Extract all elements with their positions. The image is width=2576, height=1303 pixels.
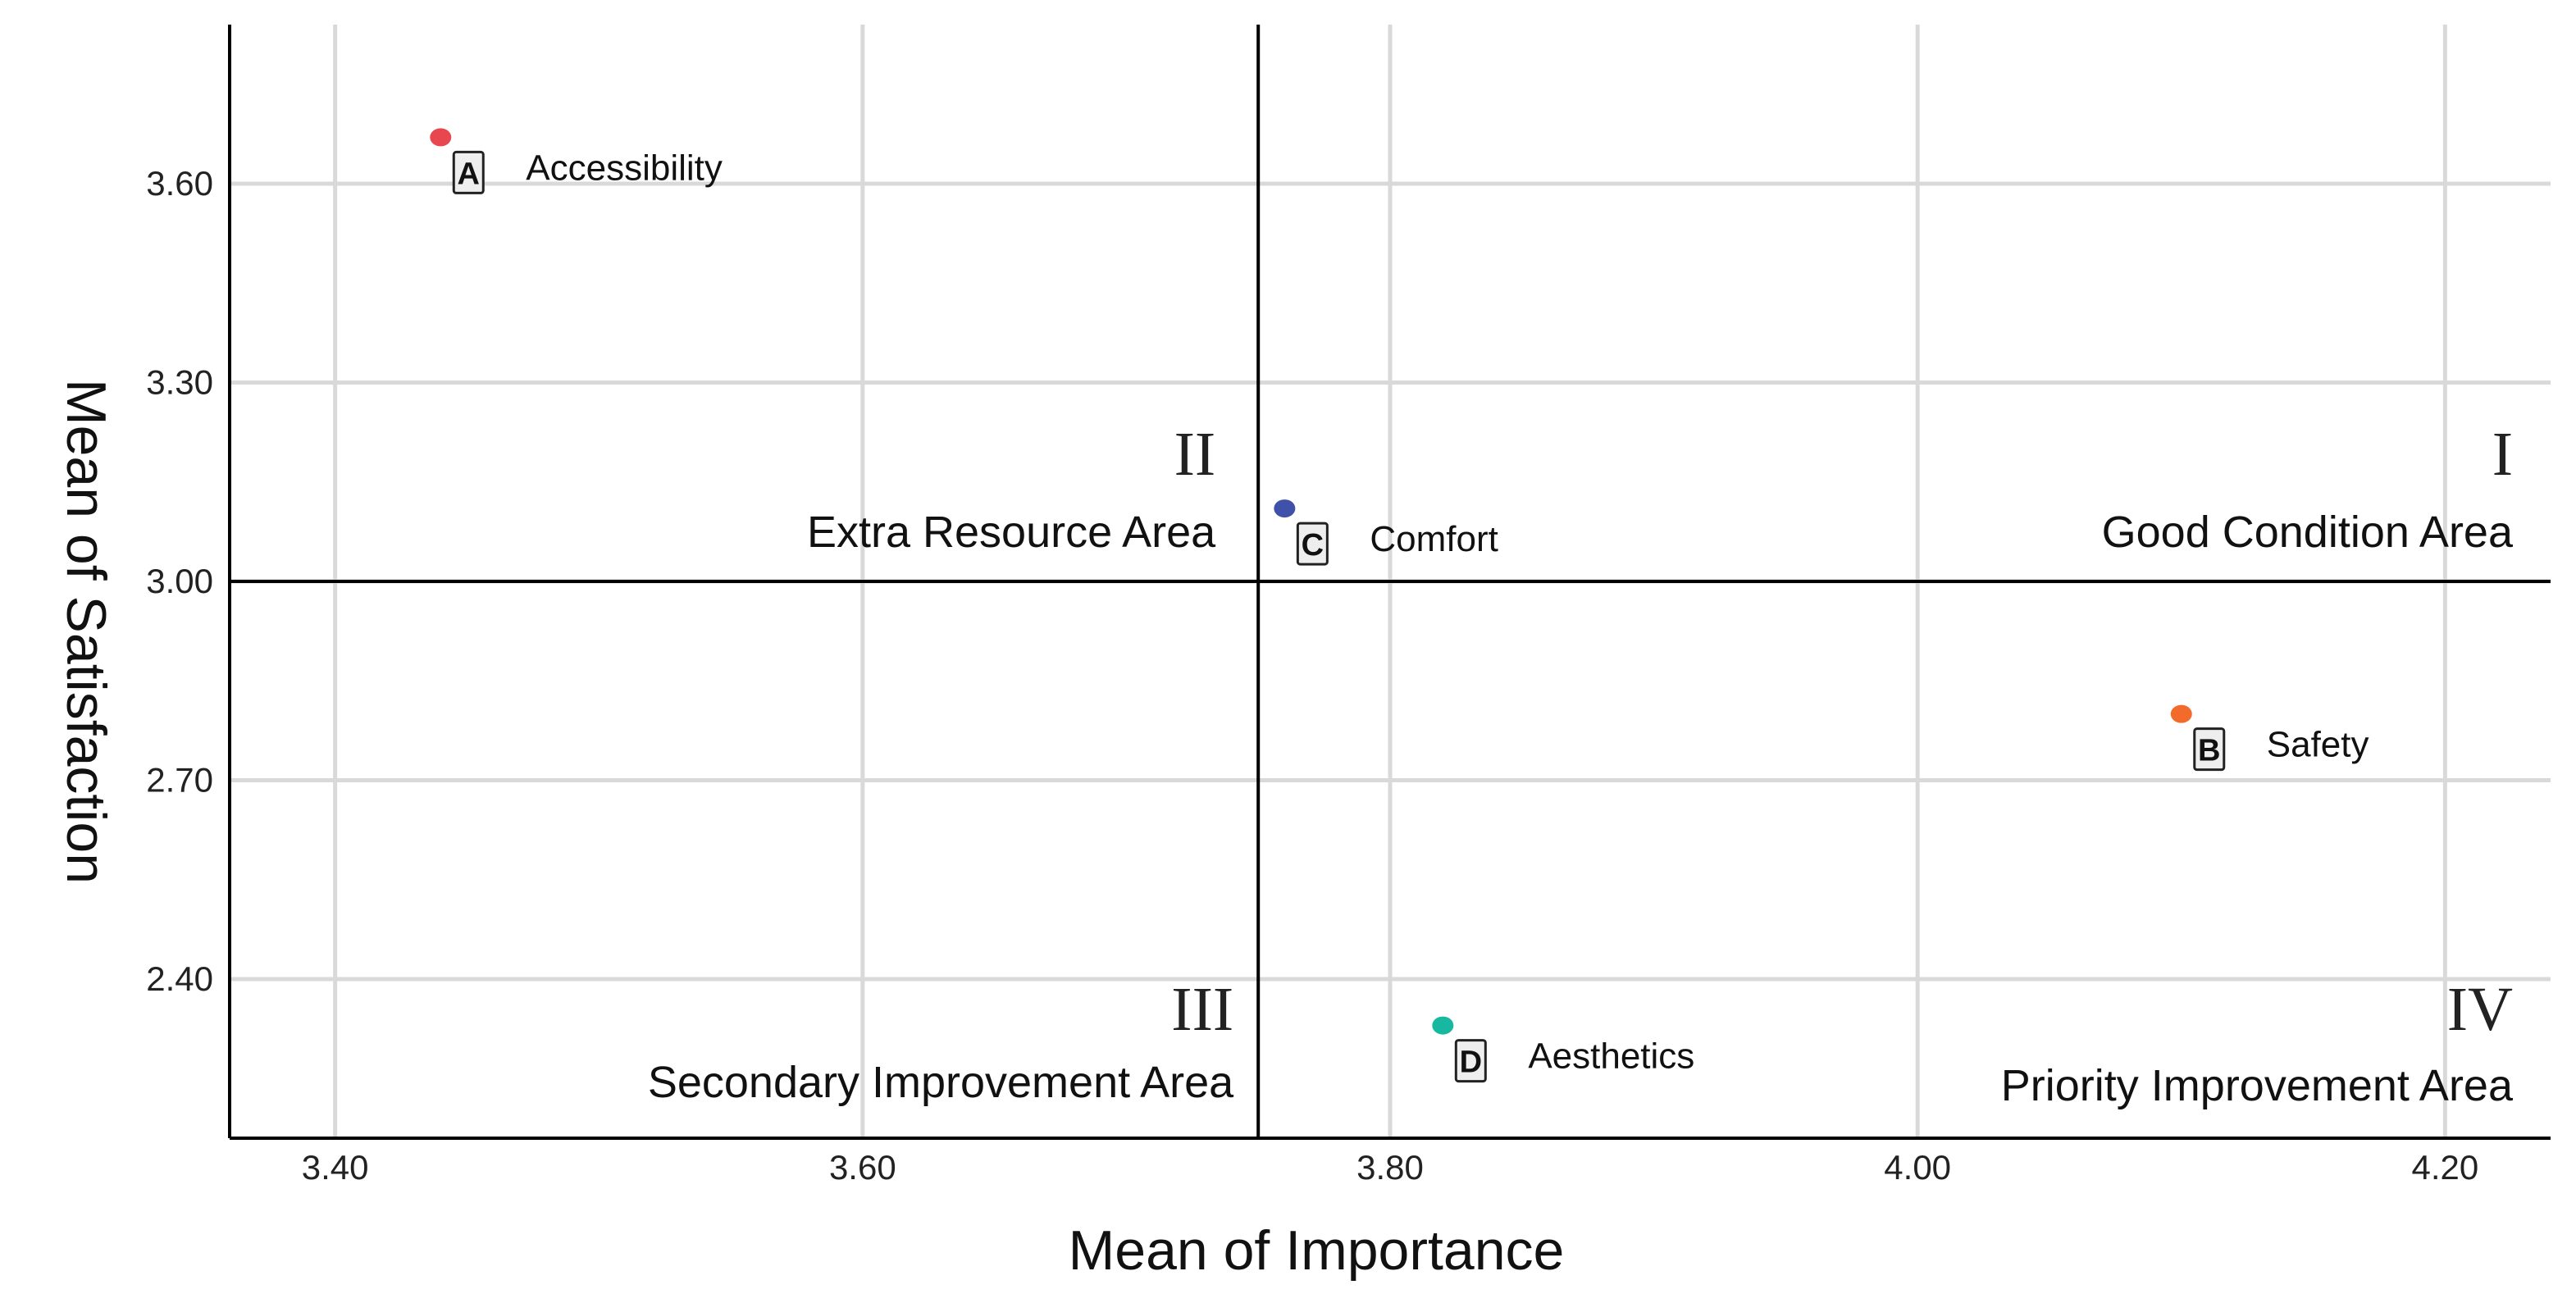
quadrant-numeral: I <box>2492 420 2513 489</box>
data-point <box>1432 1016 1454 1035</box>
point-letter: A <box>458 157 480 191</box>
point-letter-badge <box>452 150 485 194</box>
data-point-group: A Accessibility <box>430 128 723 194</box>
point-name-label: Safety <box>2267 725 2369 765</box>
quadrant-name: Extra Resource Area <box>807 508 1216 557</box>
data-point-group: B Safety <box>2170 704 2369 772</box>
y-tick-label: 3.30 <box>146 363 213 402</box>
quadrant-name: Secondary Improvement Area <box>648 1058 1234 1107</box>
y-tick-label: 2.70 <box>146 761 213 800</box>
data-point <box>2170 704 2192 723</box>
point-letter-badge <box>1296 522 1329 566</box>
data-point <box>1274 499 1296 518</box>
y-tick-label: 3.00 <box>146 562 213 600</box>
point-name-label: Comfort <box>1370 519 1498 559</box>
quadrant-labels: I Good Condition Area II Extra Resource Are… <box>648 420 2514 1110</box>
y-tick-label: 2.40 <box>146 959 213 998</box>
quadrant-numeral: II <box>1174 420 1216 489</box>
point-letter: C <box>1302 528 1324 563</box>
y-tick-label: 3.60 <box>146 164 213 203</box>
x-tick-label: 3.80 <box>1356 1148 1424 1187</box>
point-letter: D <box>1460 1046 1482 1080</box>
data-points: A Accessibility B Safety C Comfort D Aesthetics <box>430 128 2369 1083</box>
x-axis-title: Mean of Importance <box>1069 1219 1565 1282</box>
reference-lines <box>230 25 2551 1138</box>
point-name-label: Accessibility <box>526 148 723 188</box>
point-letter-badge <box>1454 1039 1487 1083</box>
point-name-label: Aesthetics <box>1528 1036 1694 1077</box>
x-tick-label: 4.20 <box>2411 1148 2478 1187</box>
tick-labels: 3.40 3.60 3.80 4.00 4.20 2.40 2.70 3.00 3.30 3.60 <box>146 164 2478 1187</box>
quadrant-numeral: III <box>1171 975 1233 1044</box>
data-point-group: C Comfort <box>1274 499 1498 566</box>
data-point-group: D Aesthetics <box>1432 1016 1694 1083</box>
quadrant-numeral: IV <box>2447 975 2513 1044</box>
x-tick-label: 4.00 <box>1884 1148 1951 1187</box>
point-letter: B <box>2198 734 2220 768</box>
quadrant-name: Good Condition Area <box>2102 508 2514 557</box>
point-letter-badge <box>2193 727 2226 772</box>
x-tick-label: 3.60 <box>829 1148 896 1187</box>
data-point <box>430 128 452 147</box>
axes <box>228 25 2551 1140</box>
x-tick-label: 3.40 <box>302 1148 369 1187</box>
y-axis-title: Mean of Satisfaction <box>55 379 117 884</box>
quadrant-name: Priority Improvement Area <box>2001 1061 2514 1110</box>
